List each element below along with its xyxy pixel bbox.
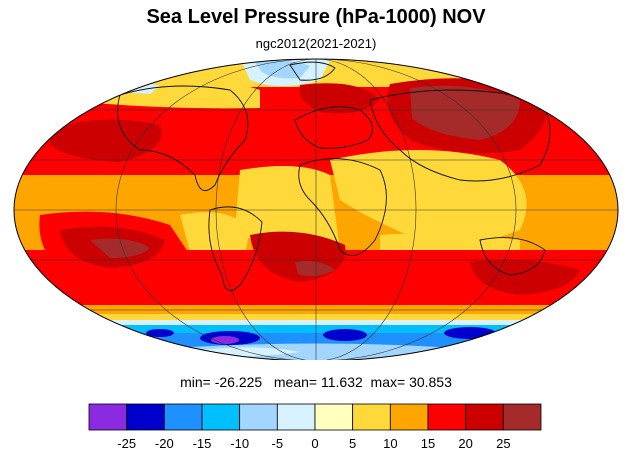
coastlines: [117, 61, 551, 292]
colorbar-tick-label: 10: [383, 436, 397, 451]
colorbar-box: [314, 403, 354, 431]
colorbar-box: [352, 403, 391, 431]
plot-subtitle: ngc2012(2021-2021): [255, 36, 377, 51]
colorbar-tick-label: -15: [193, 436, 212, 451]
colorbar-tick-label: -20: [155, 436, 174, 451]
colorbar-tick-label: 20: [458, 436, 472, 451]
colorbar-box: [502, 403, 542, 431]
colorbar-box: [276, 403, 316, 431]
min-value: -26.225: [214, 374, 263, 390]
stats-line: min= -26.225 mean= 11.632 max= 30.853: [0, 374, 632, 390]
colorbar-box: [201, 403, 241, 431]
colorbar-tick-label: 15: [421, 436, 435, 451]
colorbar-box: [389, 403, 429, 431]
colorbar-tick-label: -25: [117, 436, 136, 451]
plot-title: Sea Level Pressure (hPa-1000) NOV: [146, 6, 486, 28]
max-value: 30.853: [409, 374, 452, 390]
colorbar-tick-label: 5: [349, 436, 356, 451]
colorbar-box: [88, 403, 128, 431]
colorbar-box: [427, 403, 467, 431]
colorbar-box: [239, 403, 278, 431]
mollweide-map: [13, 58, 619, 360]
mean-label: mean=: [273, 374, 318, 390]
mean-value: 11.632: [320, 374, 363, 390]
colorbar-tick-label: -5: [272, 436, 284, 451]
colorbar-box: [163, 403, 203, 431]
colorbar-tick-label: 0: [311, 436, 318, 451]
colorbar-tick-label: 25: [496, 436, 510, 451]
colorbar-box: [126, 403, 165, 431]
colorbar-boxes: [88, 403, 542, 431]
graticule: [14, 59, 618, 360]
colorbar-box: [465, 403, 504, 431]
map-border: [13, 58, 619, 360]
colorbar-tick-label: -10: [230, 436, 249, 451]
max-label: max=: [370, 374, 406, 390]
colorbar-ticks: -25 -20 -15 -10 -5 0 5 10 15 20 25: [117, 436, 510, 451]
min-label: min=: [180, 374, 211, 390]
